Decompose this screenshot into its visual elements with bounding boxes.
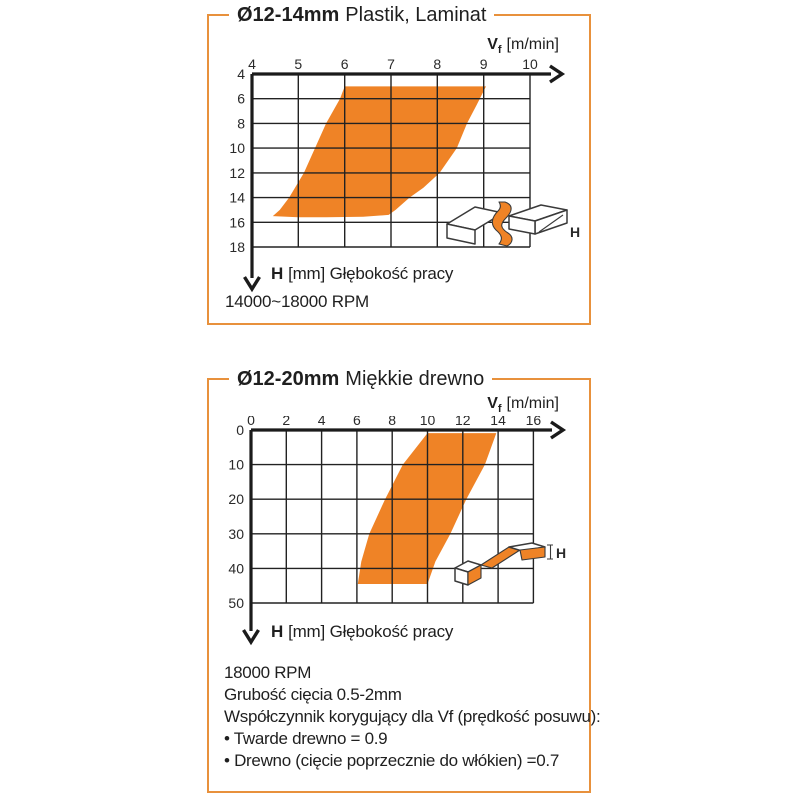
y-axis-arrow-icon (243, 276, 261, 293)
panel-plastik-laminat: Ø12-14mm Plastik, Laminat Vf [m/min] 4 5 6 7 8… (207, 2, 591, 325)
y-tick-label: 50 (228, 595, 244, 611)
depth-unit: [mm] Głębokość pracy (288, 264, 454, 283)
icon-depth-label: H (556, 545, 566, 561)
y-tick-label: 18 (229, 239, 245, 255)
x-tick-label: 0 (247, 416, 255, 428)
x-tick-label: 8 (433, 56, 441, 72)
x-tick-label: 10 (420, 416, 436, 428)
y-tick-label: 14 (229, 190, 245, 206)
y-axis-arrow-icon (242, 629, 260, 646)
x-tick-labels: 0 2 4 6 8 10 12 14 16 (247, 416, 541, 428)
y-tick-label: 10 (228, 457, 244, 473)
y-tick-label: 10 (229, 140, 245, 156)
edge-cutter-icon: H (454, 542, 566, 586)
x-tick-label: 5 (294, 56, 302, 72)
depth-unit: [mm] Głębokość pracy (288, 622, 454, 641)
vf-subscript: f (497, 403, 502, 416)
x-tick-label: 6 (341, 56, 349, 72)
icon-depth-label: H (570, 224, 580, 240)
y-tick-labels: 4 6 8 10 12 14 16 18 (229, 66, 245, 255)
crosscut-factor-note: • Drewno (cięcie poprzecznie do włókien)… (224, 751, 559, 770)
material-name: Plastik, Laminat (345, 4, 487, 26)
y-tick-label: 40 (228, 560, 244, 576)
region (272, 86, 486, 218)
diameter-range: Ø12-20mm (237, 368, 340, 390)
vf-symbol: V (487, 395, 498, 412)
x-tick-label: 8 (388, 416, 396, 428)
panel-title: Ø12-14mm Plastik, Laminat (229, 2, 495, 28)
y-tick-label: 0 (236, 422, 244, 438)
panel-title: Ø12-20mm Miękkie drewno (229, 366, 493, 392)
material-name: Miękkie drewno (345, 368, 485, 390)
diameter-range: Ø12-14mm (237, 4, 340, 26)
correction-factor-heading: Współczynnik korygujący dla Vf (prędkość… (224, 707, 601, 726)
y-tick-label: 4 (237, 66, 245, 82)
y-tick-label: 6 (237, 91, 245, 107)
x-axis-title: Vf [m/min] (487, 395, 559, 415)
depth-symbol: H (271, 622, 284, 641)
x-tick-label: 10 (522, 56, 538, 72)
y-tick-label: 20 (228, 491, 244, 507)
hardwood-factor-note: • Twarde drewno = 0.9 (224, 729, 388, 748)
x-tick-label: 12 (455, 416, 471, 428)
x-tick-labels: 4 5 6 7 8 9 10 (248, 56, 538, 72)
x-axis-title: Vf [m/min] (487, 36, 559, 56)
y-tick-label: 8 (237, 115, 245, 131)
rpm-note: 14000~18000 RPM (225, 292, 369, 311)
x-tick-label: 14 (490, 416, 506, 428)
depth-symbol: H (271, 264, 284, 283)
vf-symbol: V (487, 36, 498, 53)
y-tick-label: 16 (229, 214, 245, 230)
x-tick-label: 2 (282, 416, 290, 428)
y-tick-label: 30 (228, 526, 244, 542)
x-tick-label: 4 (248, 56, 256, 72)
x-tick-label: 16 (526, 416, 542, 428)
chart-miekkie-drewno: 0 2 4 6 8 10 12 14 16 0 10 20 30 40 50 H (228, 416, 567, 646)
vf-unit: [m/min] (506, 395, 559, 412)
vf-subscript: f (497, 44, 502, 57)
notes-block: 18000 RPM Grubość cięcia 0.5-2mm Współcz… (224, 662, 601, 772)
x-tick-label: 7 (387, 56, 395, 72)
y-axis-title: H [mm] Głębokość pracy (271, 264, 453, 284)
x-axis-arrow-icon (549, 64, 566, 84)
x-tick-label: 9 (480, 56, 488, 72)
x-axis-arrow-icon (550, 420, 567, 440)
x-tick-label: 4 (318, 416, 326, 428)
rpm-note: 18000 RPM (224, 663, 312, 682)
y-tick-label: 12 (229, 165, 245, 181)
groove-cutter-icon: H (446, 201, 580, 247)
chart-plastik-laminat: 4 5 6 7 8 9 10 4 6 8 10 12 14 16 18 H (229, 56, 580, 293)
panel-miekkie-drewno: Ø12-20mm Miękkie drewno Vf [m/min] 0 2 4 6 8 10… (207, 366, 601, 793)
y-axis-title: H [mm] Głębokość pracy (271, 622, 453, 642)
y-tick-labels: 0 10 20 30 40 50 (228, 422, 244, 611)
cut-thickness-note: Grubość cięcia 0.5-2mm (224, 685, 402, 704)
x-tick-label: 6 (353, 416, 361, 428)
grid-lines (250, 429, 535, 604)
vf-unit: [m/min] (506, 36, 559, 53)
